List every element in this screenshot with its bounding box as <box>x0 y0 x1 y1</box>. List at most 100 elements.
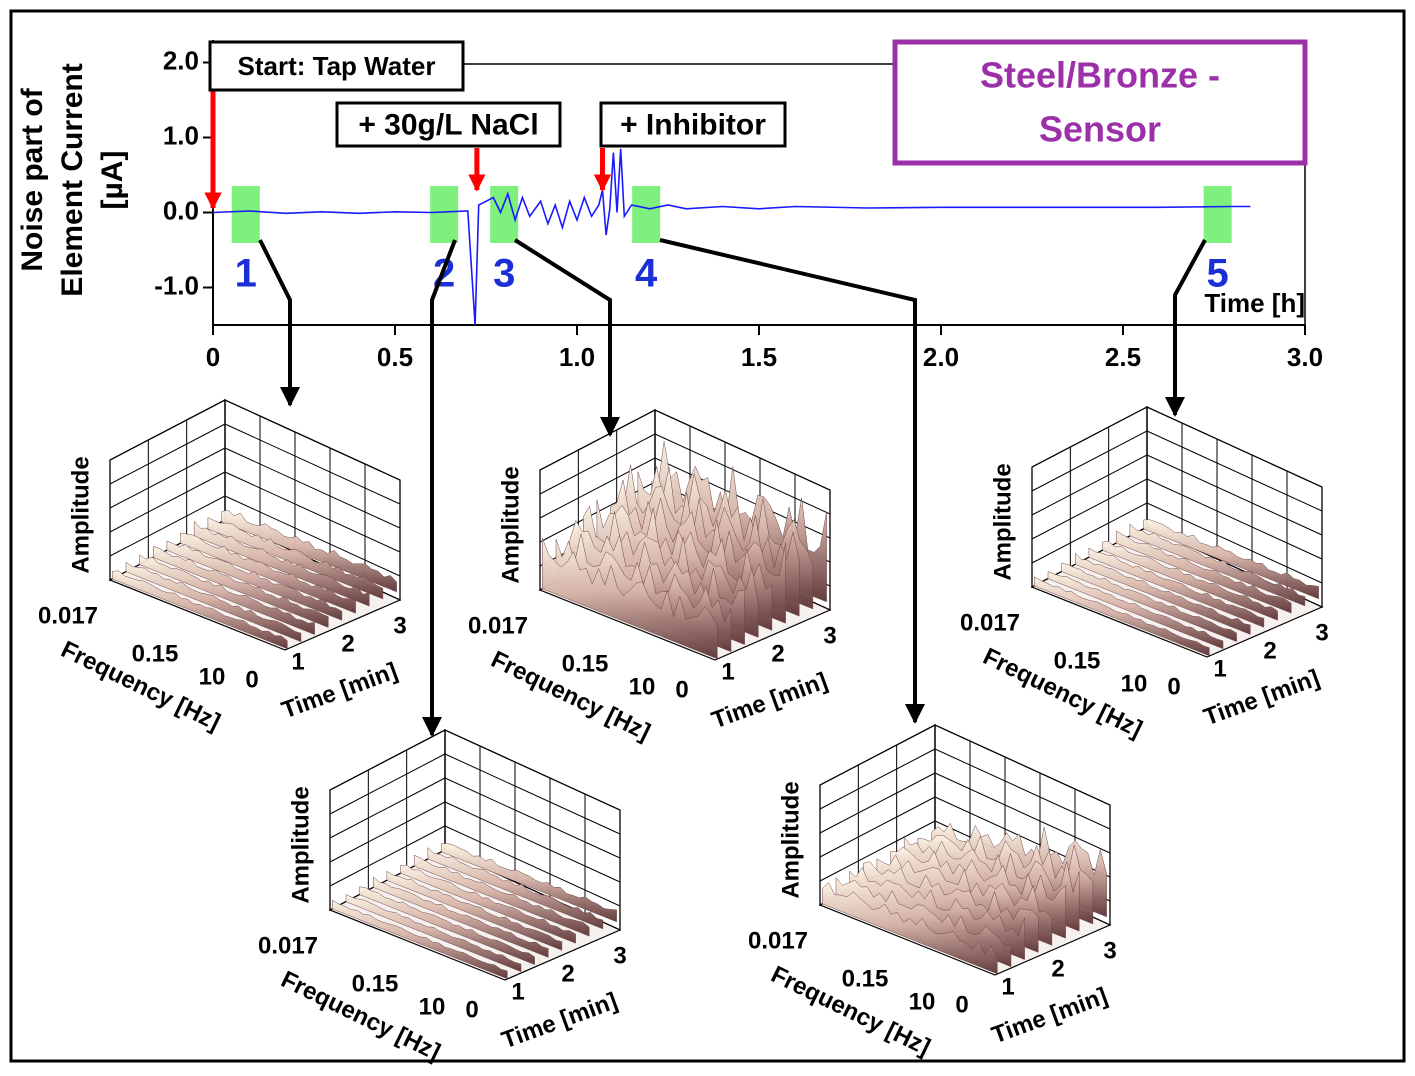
surface-ridge <box>359 886 535 965</box>
surface-ridge <box>1088 547 1265 628</box>
time-tick-label: 0 <box>1167 673 1180 700</box>
surface-ridge <box>1129 523 1306 607</box>
window-label: 3 <box>493 252 515 296</box>
event-box <box>599 101 787 148</box>
wall-grid <box>1031 454 1148 516</box>
time-tick-label: 1 <box>291 648 304 675</box>
wall-grid <box>539 457 656 519</box>
surface-ridge <box>221 509 397 593</box>
wall-grid <box>819 796 936 858</box>
surface-ridge <box>542 537 718 660</box>
surface-ridge <box>441 843 617 923</box>
frequency-tick-label: 0.017 <box>258 932 318 959</box>
y-tick-label: 0.0 <box>163 195 199 225</box>
x-tick-label: 0.5 <box>377 342 413 372</box>
surface-ridge <box>413 854 590 937</box>
surface-ridge <box>180 532 356 614</box>
surface-ridge <box>153 545 329 628</box>
x-tick-label: 1.5 <box>741 342 777 372</box>
surface-ridge <box>139 554 315 635</box>
surface-ridge <box>345 894 522 973</box>
connector <box>422 239 457 737</box>
wall-grid <box>1031 478 1148 540</box>
frequency-tick-label: 0.15 <box>842 965 889 992</box>
wall-grid <box>1146 430 1323 512</box>
title-box <box>892 39 1308 166</box>
event-label: + 30g/L NaCl <box>358 108 538 141</box>
wall-grid <box>444 801 621 883</box>
frequency-tick-label: 0.017 <box>960 609 1020 636</box>
time-tick-label: 1 <box>511 978 524 1005</box>
frequency-tick-label: 10 <box>1121 670 1148 697</box>
time-tick-label: 3 <box>393 612 406 639</box>
time-tick-label: 3 <box>1103 937 1116 964</box>
time-tick-label: 3 <box>823 622 836 649</box>
time-tick-label: 0 <box>675 676 688 703</box>
wall-grid <box>444 777 621 859</box>
event-label: + Inhibitor <box>620 108 766 141</box>
time-tick-label: 2 <box>771 640 784 667</box>
wall-grid <box>539 433 656 495</box>
wall-grid <box>329 825 446 887</box>
event-box <box>335 101 562 148</box>
time-tick-label: 3 <box>613 942 626 969</box>
connector <box>258 239 300 407</box>
frequency-tick-label: 0.15 <box>352 970 399 997</box>
y-axis-label: Element Current <box>56 63 89 296</box>
wall-grid <box>329 777 446 839</box>
frequency-tick-label: 10 <box>909 988 936 1015</box>
time-tick-label: 2 <box>561 960 574 987</box>
frequency-tick-label: 0.15 <box>132 640 179 667</box>
surface-ridge <box>1047 571 1224 650</box>
surface-ridge <box>125 561 302 643</box>
wall-grid <box>109 471 226 533</box>
frequency-tick-label: 10 <box>199 663 226 690</box>
time-tick-label: 0 <box>465 996 478 1023</box>
surface-ridge <box>1102 541 1278 621</box>
connector <box>513 238 620 437</box>
surface-ridge <box>400 864 576 944</box>
wall-grid <box>1031 502 1148 564</box>
time-tick-label: 2 <box>1051 955 1064 982</box>
wall-grid <box>1031 430 1148 492</box>
wall-grid <box>1146 454 1323 536</box>
time-tick-label: 2 <box>1263 637 1276 664</box>
connector <box>659 238 925 724</box>
z-axis-label: Amplitude <box>497 466 524 583</box>
figure-border <box>9 9 1406 1063</box>
x-axis-label: Time [h] <box>1204 288 1305 318</box>
frequency-tick-label: 10 <box>629 673 656 700</box>
window-label: 5 <box>1207 252 1229 296</box>
frequency-tick-label: 10 <box>419 993 446 1020</box>
surface-ridge <box>373 876 549 958</box>
window-label: 1 <box>235 252 257 296</box>
wall-grid <box>109 423 226 485</box>
surface-ridge <box>822 882 998 975</box>
y-tick-label: 2.0 <box>163 45 199 75</box>
wall-grid <box>224 495 401 577</box>
y-tick-label: 1.0 <box>163 120 199 150</box>
chart-title: Sensor <box>1039 109 1161 150</box>
window-box <box>1203 186 1232 243</box>
wall-grid <box>819 748 936 810</box>
x-tick-label: 0 <box>206 342 220 372</box>
wall-grid <box>224 423 401 505</box>
window-box <box>632 186 661 243</box>
window-box <box>430 186 459 243</box>
connector <box>1165 239 1207 417</box>
surface-ridge <box>1075 552 1251 635</box>
surface-ridge <box>112 570 288 650</box>
wall-grid <box>109 495 226 557</box>
line-series <box>212 148 1251 326</box>
surface-ridge <box>166 540 343 621</box>
x-tick-label: 3.0 <box>1287 342 1323 372</box>
wall-grid <box>934 772 1111 854</box>
time-tick-label: 1 <box>1213 655 1226 682</box>
time-tick-label: 3 <box>1315 619 1328 646</box>
z-axis-label: Amplitude <box>287 786 314 903</box>
wall-grid <box>1146 478 1323 560</box>
